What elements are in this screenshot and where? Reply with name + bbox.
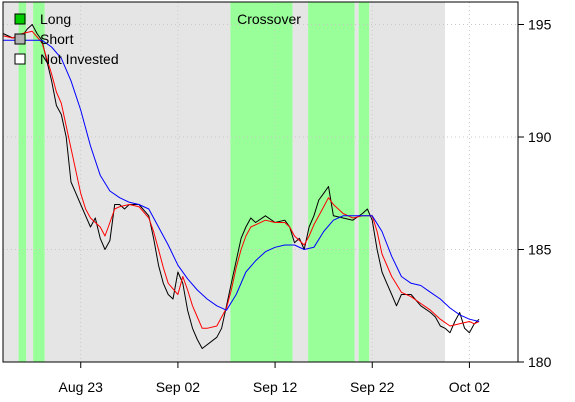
legend: Long Short Not Invested xyxy=(14,11,119,67)
regime-band-long xyxy=(308,2,355,362)
regime-band-short xyxy=(44,2,231,362)
plot-frame xyxy=(2,1,519,363)
x-tick-label: Aug 23 xyxy=(59,379,104,395)
regime-band-short xyxy=(354,2,359,362)
legend-label-3: Not Invested xyxy=(40,51,119,67)
regime-band-long xyxy=(18,2,27,362)
y-axis: 180 185 190 195 xyxy=(518,17,552,370)
grid-lines xyxy=(3,2,518,363)
price-series xyxy=(2,24,480,349)
x-axis: Aug 23 Sep 02 Sep 12 Sep 22 Oct 02 xyxy=(59,362,490,395)
regime-band-short xyxy=(3,2,19,362)
legend-swatch-2 xyxy=(14,33,26,45)
series-line-1 xyxy=(2,24,480,349)
regime-band-short xyxy=(369,2,446,362)
chart-title: Crossover xyxy=(237,11,301,27)
x-tick-label: Oct 02 xyxy=(449,379,490,395)
legend-label-2: Short xyxy=(40,31,74,47)
legend-swatch-1 xyxy=(14,13,26,25)
x-tick-label: Sep 12 xyxy=(253,379,298,395)
y-tick-label: 180 xyxy=(528,354,552,370)
regime-band-short xyxy=(292,2,309,362)
x-tick-label: Sep 02 xyxy=(156,379,201,395)
regime-band-not-invested xyxy=(445,2,518,362)
y-tick-label: 185 xyxy=(528,242,552,258)
y-tick-label: 190 xyxy=(528,129,552,145)
regime-band-long xyxy=(358,2,370,362)
legend-label-1: Long xyxy=(40,11,71,27)
series-line-2 xyxy=(2,30,480,329)
regime-band-short xyxy=(26,2,34,362)
legend-swatch-3 xyxy=(14,53,26,65)
x-tick-label: Sep 22 xyxy=(350,379,395,395)
y-tick-label: 195 xyxy=(528,17,552,33)
regime-band-long xyxy=(33,2,45,362)
regime-band-long xyxy=(230,2,293,362)
series-line-3 xyxy=(3,39,480,322)
regime-bands xyxy=(3,2,518,362)
